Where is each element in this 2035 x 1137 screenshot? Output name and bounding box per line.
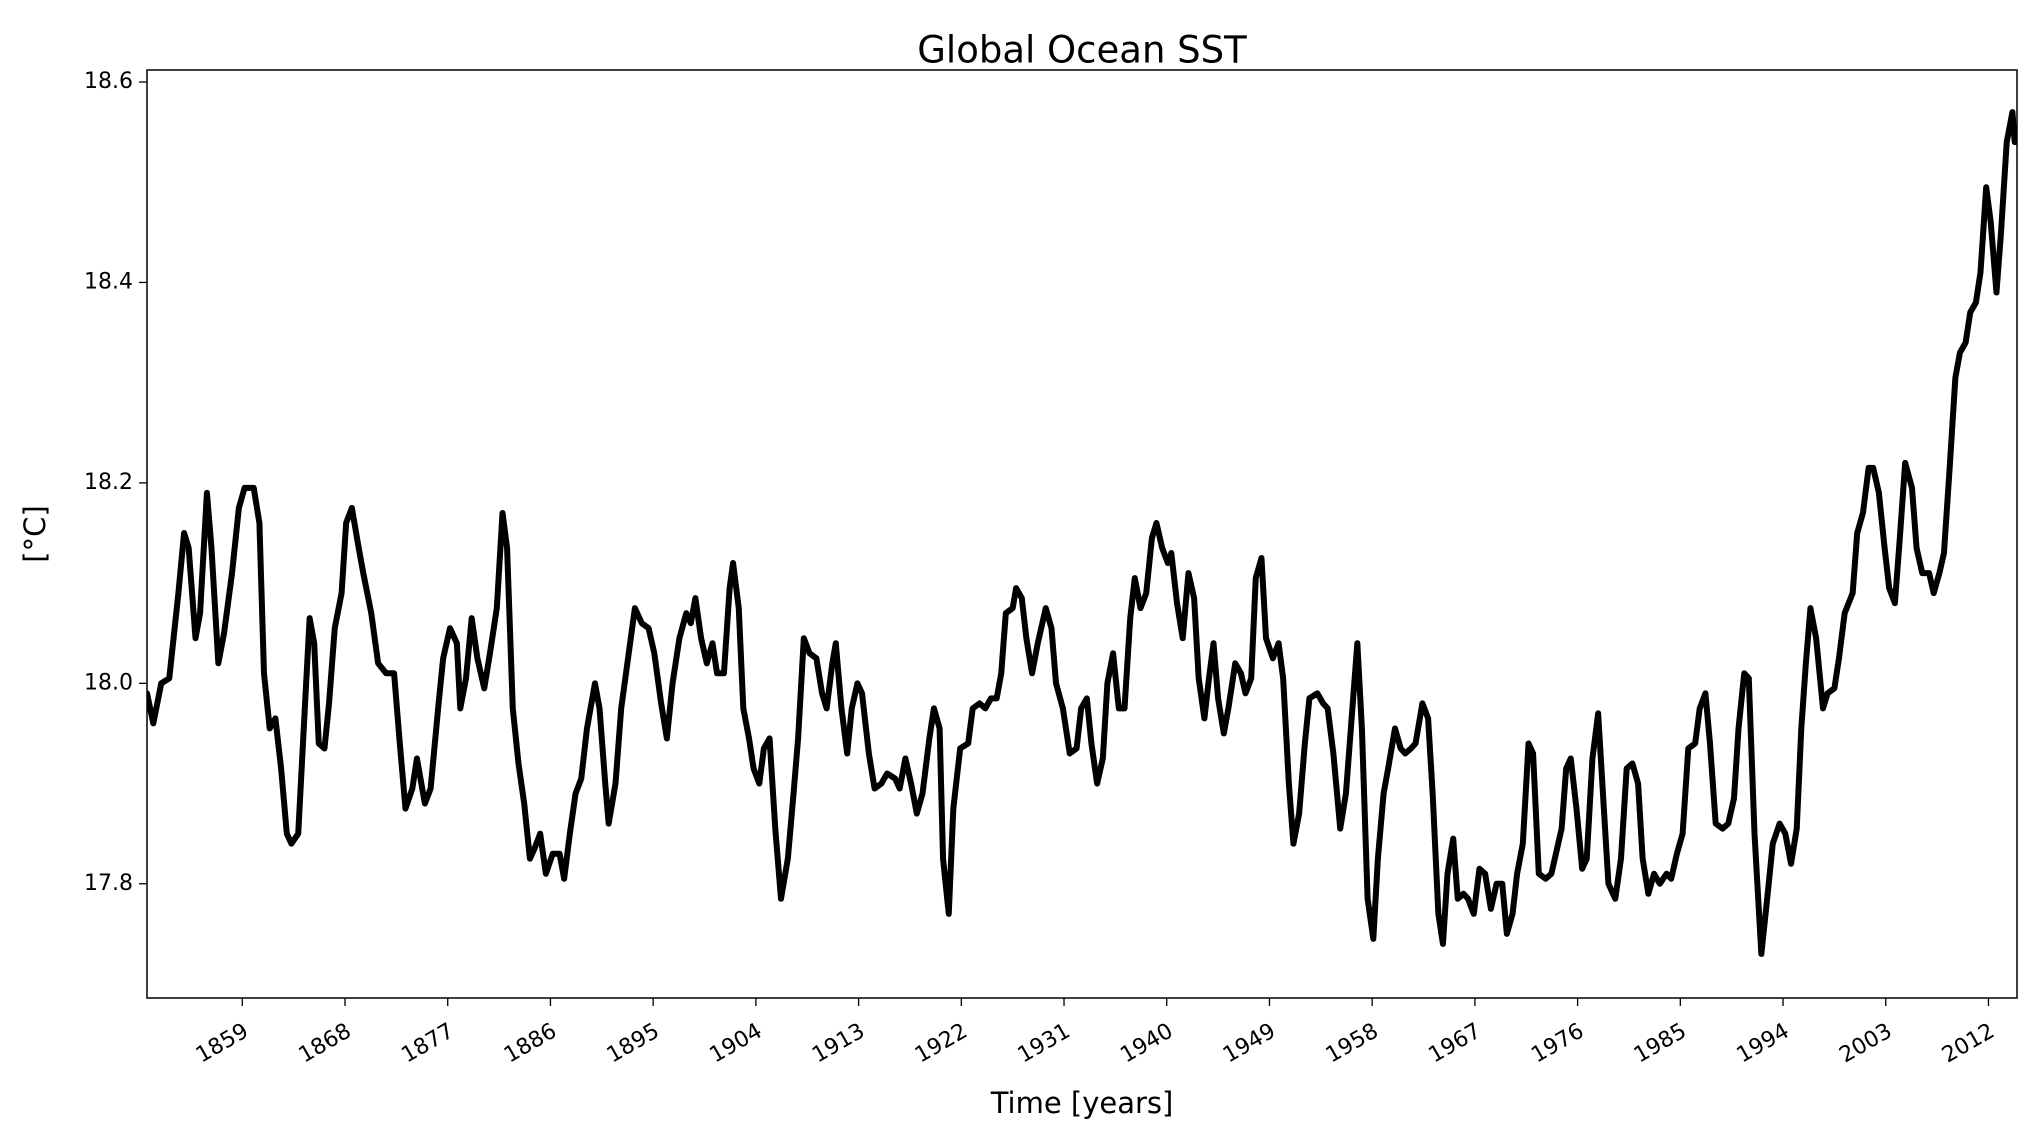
y-tick-label: 18.6 [84, 69, 133, 94]
x-tick-label: 2012 [1938, 1019, 1999, 1069]
x-tick-label: 1922 [911, 1019, 972, 1069]
x-tick-label: 1985 [1630, 1019, 1691, 1069]
x-tick-label: 1859 [192, 1019, 253, 1069]
y-tick-label: 18.0 [84, 670, 133, 695]
x-tick-label: 1940 [1116, 1019, 1177, 1069]
x-tick-label: 1904 [705, 1019, 766, 1069]
x-tick-label: 1886 [500, 1019, 561, 1069]
x-tick-label: 1967 [1424, 1019, 1485, 1069]
y-tick-label: 18.2 [84, 470, 133, 495]
y-tick-label: 17.8 [84, 871, 133, 896]
data-line [147, 109, 2017, 957]
x-tick-label: 1931 [1014, 1019, 1075, 1069]
x-tick-label: 1877 [397, 1019, 458, 1069]
x-tick-label: 1868 [295, 1019, 356, 1069]
chart-title: Global Ocean SST [917, 29, 1247, 72]
x-axis-label: Time [years] [990, 1086, 1174, 1120]
plot-frame [146, 69, 2018, 999]
x-tick-label: 1994 [1733, 1019, 1794, 1069]
x-tick-label: 1949 [1219, 1019, 1280, 1069]
y-tick-label: 18.4 [84, 269, 133, 294]
y-axis-label: [°C] [18, 505, 52, 562]
x-tick-label: 1958 [1322, 1019, 1383, 1069]
x-tick-label: 1913 [808, 1019, 869, 1069]
x-tick-label: 1976 [1527, 1019, 1588, 1069]
x-tick-label: 1895 [603, 1019, 664, 1069]
x-tick-label: 2003 [1835, 1019, 1896, 1069]
